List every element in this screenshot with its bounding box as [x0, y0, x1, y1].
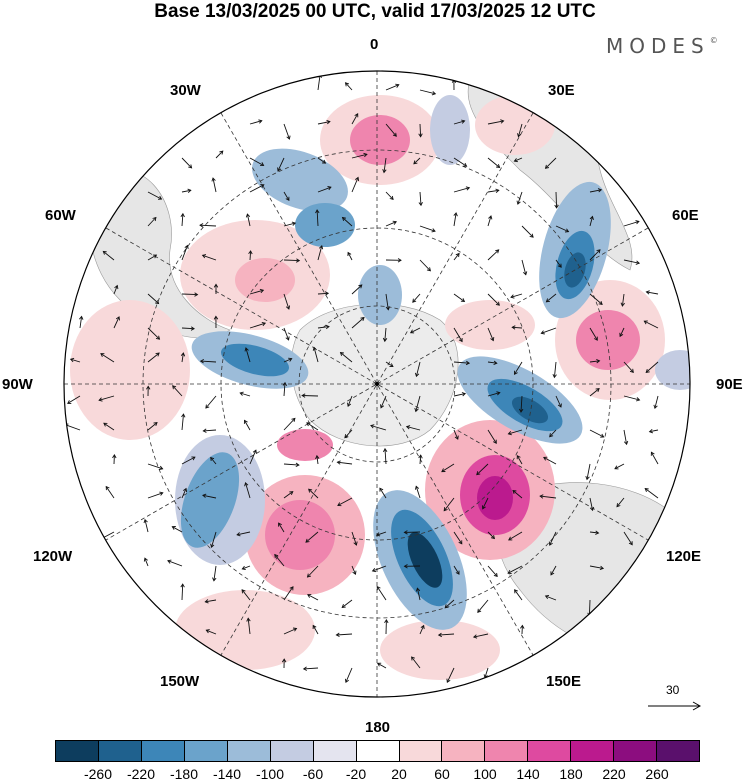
land-antarctica [291, 303, 459, 447]
colorbar-tick-label: 220 [602, 766, 626, 782]
colorbar-swatch [657, 741, 700, 761]
colorbar-tick-label: -140 [212, 766, 242, 782]
colorbar-swatch [614, 741, 658, 761]
lon-label-120w: 120W [33, 548, 73, 565]
lon-label-180: 180 [365, 719, 391, 736]
lon-label-90e: 90E [716, 376, 743, 393]
lon-label-90w: 90W [2, 376, 33, 393]
colorbar-swatch [313, 741, 357, 761]
lon-label-60w: 60W [45, 207, 76, 224]
colorbar-tick-label: -260 [83, 766, 113, 782]
colorbar-swatch [98, 741, 142, 761]
colorbar-swatch [56, 741, 99, 761]
lon-label-60e: 60E [672, 207, 699, 224]
colorbar-swatch [356, 741, 400, 761]
colorbar-tick-label: 180 [559, 766, 583, 782]
polar-map [63, 70, 702, 711]
colorbar-swatch [184, 741, 228, 761]
colorbar-tick-label: 100 [473, 766, 497, 782]
anomaly-field [64, 71, 690, 697]
reference-vector [648, 701, 702, 711]
map-title: Base 13/03/2025 00 UTC, valid 17/03/2025… [154, 1, 596, 22]
colorbar-swatch [528, 741, 572, 761]
lon-label-0: 0 [370, 36, 379, 53]
colorbar-swatch [399, 741, 443, 761]
colorbar-tick-label: -20 [345, 766, 367, 782]
colorbar-tick-label: -60 [302, 766, 324, 782]
lon-label-30e: 30E [548, 82, 575, 99]
lon-label-150e: 150E [546, 673, 582, 690]
lon-label-150w: 150W [160, 673, 200, 690]
lon-label-120e: 120E [666, 548, 702, 565]
colorbar-swatch [442, 741, 486, 761]
colorbar-swatch [141, 741, 185, 761]
colorbar-swatch [485, 741, 529, 761]
colorbar-tick-label: 20 [391, 766, 407, 782]
land-south-america [89, 170, 231, 339]
lon-label-30w: 30W [170, 82, 201, 99]
map-border [63, 70, 691, 698]
colorbar-tick-label: -100 [255, 766, 285, 782]
graticule [64, 71, 690, 697]
modes-logo: MODES© [606, 34, 718, 58]
colorbar-swatch [571, 741, 615, 761]
wind-vectors [64, 73, 659, 683]
vector-scale-label: 30 [666, 683, 680, 697]
colorbar-tick-label: 260 [645, 766, 669, 782]
colorbar-swatch [270, 741, 314, 761]
colorbar-tick-label: -180 [169, 766, 199, 782]
colorbar-tick-label: -220 [126, 766, 156, 782]
colorbar [55, 740, 700, 762]
colorbar-swatch [227, 741, 271, 761]
colorbar-tick-label: 140 [516, 766, 540, 782]
colorbar-tick-label: 60 [434, 766, 450, 782]
